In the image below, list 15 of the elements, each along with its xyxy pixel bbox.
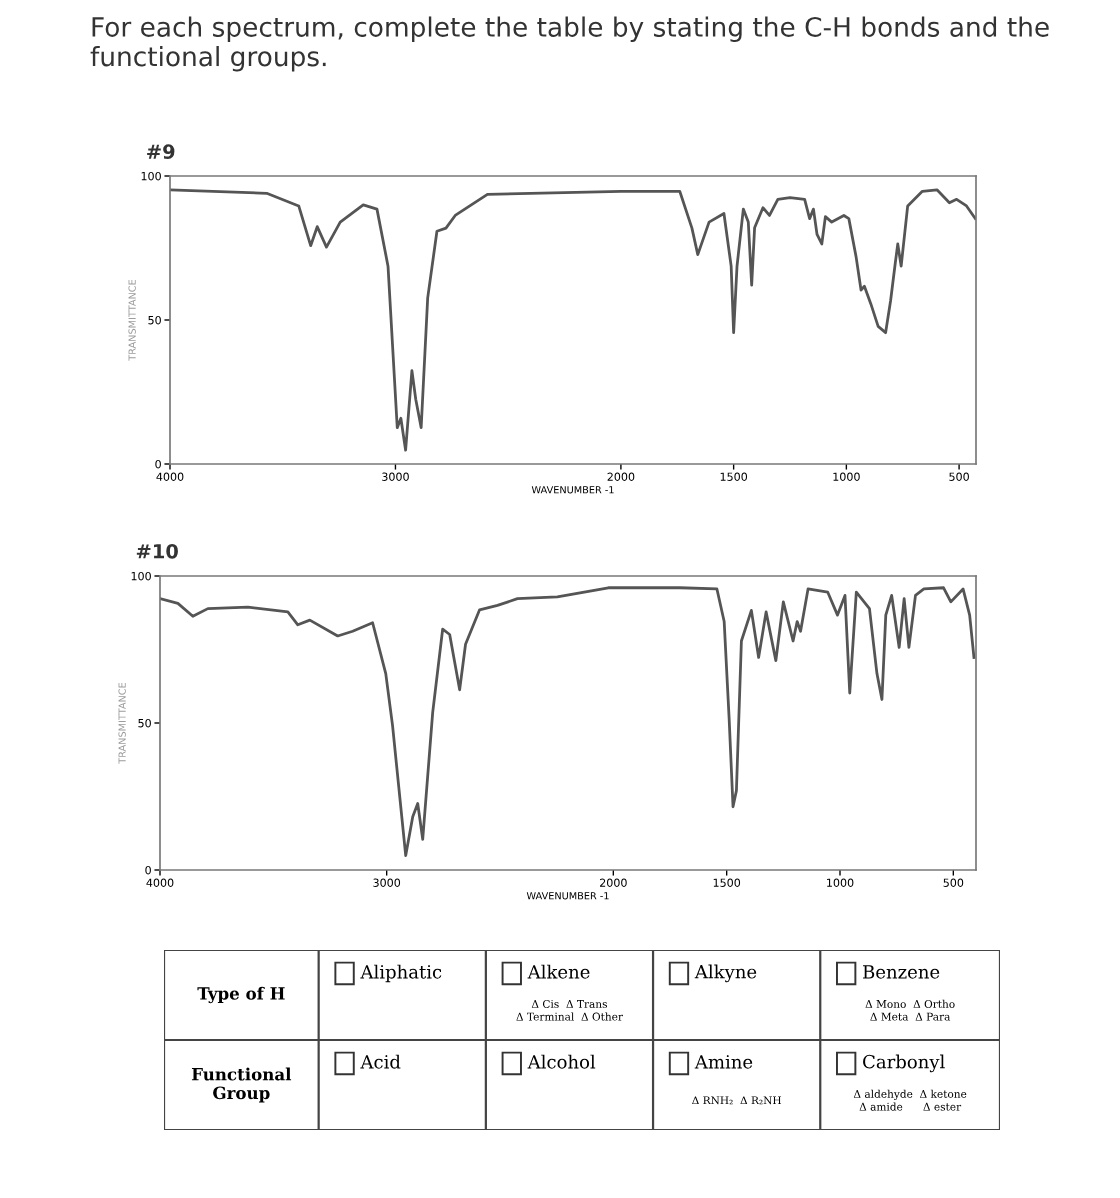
text: Benzene — [863, 965, 940, 979]
text: Alkyne — [694, 964, 757, 983]
text: Alcohol — [527, 1054, 596, 1069]
text: Aliphatic — [360, 964, 442, 983]
text: Alkene — [527, 964, 590, 979]
chart-title: #10 — [136, 543, 178, 559]
text: Amine — [694, 1055, 753, 1069]
line-series — [170, 188, 976, 452]
text: Type of H — [197, 986, 285, 1004]
chart-title: For each spectrum, complete the table by stating the C-H bonds and the functional groups. — [90, 16, 1049, 72]
text: Acid — [360, 1054, 401, 1069]
chart-subtitle: #9 — [147, 144, 175, 159]
text: Functional Group — [191, 1067, 292, 1103]
text: Carbonyl — [863, 1054, 945, 1073]
line-series — [160, 586, 976, 857]
